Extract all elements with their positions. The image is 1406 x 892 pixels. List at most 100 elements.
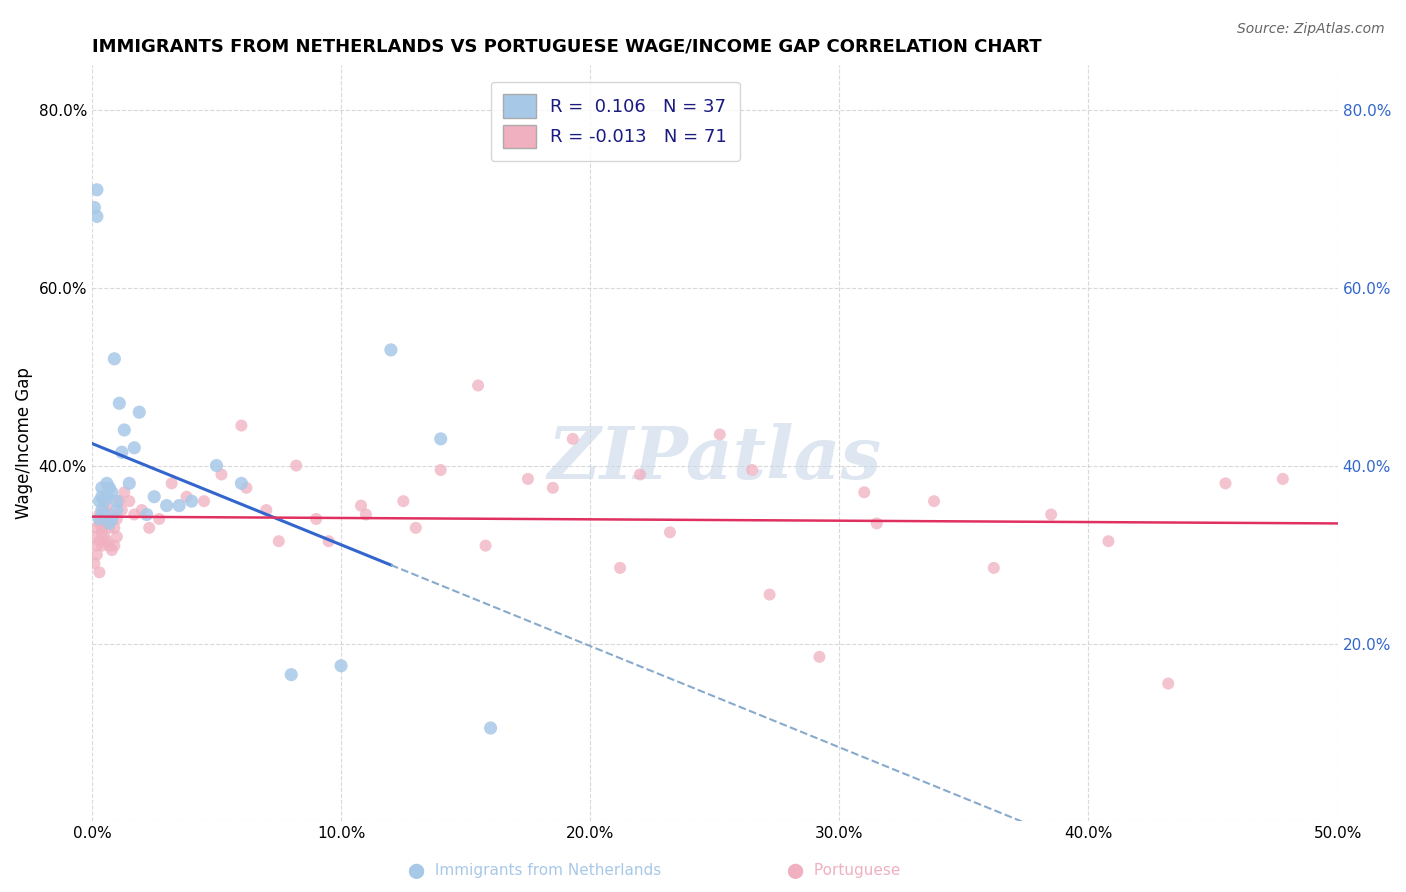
Point [211,467,233,482]
Point [235,481,257,495]
Point [89,508,111,522]
Point [758,588,780,602]
Point [101,512,124,526]
Point [111,503,134,517]
Point [108,396,131,410]
Text: ZIPatlas: ZIPatlas [548,423,882,494]
Point [112,423,135,437]
Point [922,494,945,508]
Point [180,494,202,508]
Point [105,512,128,526]
Point [86,210,108,224]
Point [709,427,731,442]
Point [176,490,198,504]
Point [628,467,651,482]
Point [86,548,108,562]
Point [89,566,111,580]
Point [380,343,402,357]
Point [866,516,889,531]
Point [101,485,124,500]
Point [131,503,153,517]
Point [111,445,134,459]
Point [561,432,583,446]
Point [86,539,108,553]
Point [96,476,118,491]
Point [89,494,111,508]
Text: IMMIGRANTS FROM NETHERLANDS VS PORTUGUESE WAGE/INCOME GAP CORRELATION CHART: IMMIGRANTS FROM NETHERLANDS VS PORTUGUES… [91,37,1042,55]
Point [853,485,876,500]
Point [280,667,302,681]
Point [160,476,183,491]
Point [305,512,328,526]
Point [350,499,373,513]
Point [193,494,215,508]
Point [122,508,145,522]
Point [108,494,131,508]
Point [1157,676,1180,690]
Text: Source: ZipAtlas.com: Source: ZipAtlas.com [1237,22,1385,37]
Point [1271,472,1294,486]
Point [135,508,157,522]
Point [318,534,340,549]
Point [89,534,111,549]
Point [205,458,228,473]
Point [148,512,170,526]
Point [90,521,112,535]
Point [808,649,831,664]
Point [285,458,308,473]
Point [98,521,121,535]
Point [254,503,277,517]
Point [93,512,115,526]
Point [516,472,538,486]
Y-axis label: Wage/Income Gap: Wage/Income Gap [15,368,32,519]
Point [479,721,502,735]
Point [658,525,681,540]
Point [231,476,253,491]
Point [354,508,377,522]
Point [93,530,115,544]
Point [96,516,118,531]
Point [741,463,763,477]
Point [1040,508,1063,522]
Point [405,521,427,535]
Point [103,539,125,553]
Point [112,485,135,500]
Text: ⬤  Immigrants from Netherlands: ⬤ Immigrants from Netherlands [408,863,661,879]
Point [541,481,564,495]
Point [118,494,141,508]
Point [83,530,105,544]
Point [128,405,150,419]
Legend: R =  0.106   N = 37, R = -0.013   N = 71: R = 0.106 N = 37, R = -0.013 N = 71 [491,82,740,161]
Point [83,201,105,215]
Point [1215,476,1237,491]
Point [89,516,111,531]
Point [118,476,141,491]
Point [983,561,1005,575]
Point [138,521,160,535]
Point [143,490,166,504]
Text: ⬤  Portuguese: ⬤ Portuguese [787,863,900,879]
Point [96,490,118,504]
Point [86,521,108,535]
Point [90,490,112,504]
Point [392,494,415,508]
Point [90,481,112,495]
Point [267,534,290,549]
Point [105,530,128,544]
Point [98,481,121,495]
Point [467,378,489,392]
Point [96,534,118,549]
Point [98,539,121,553]
Point [1097,534,1119,549]
Point [90,525,112,540]
Point [93,508,115,522]
Point [101,543,124,558]
Point [83,557,105,571]
Point [122,441,145,455]
Point [98,516,121,531]
Point [103,521,125,535]
Point [93,494,115,508]
Point [105,503,128,517]
Point [474,539,496,553]
Point [86,183,108,197]
